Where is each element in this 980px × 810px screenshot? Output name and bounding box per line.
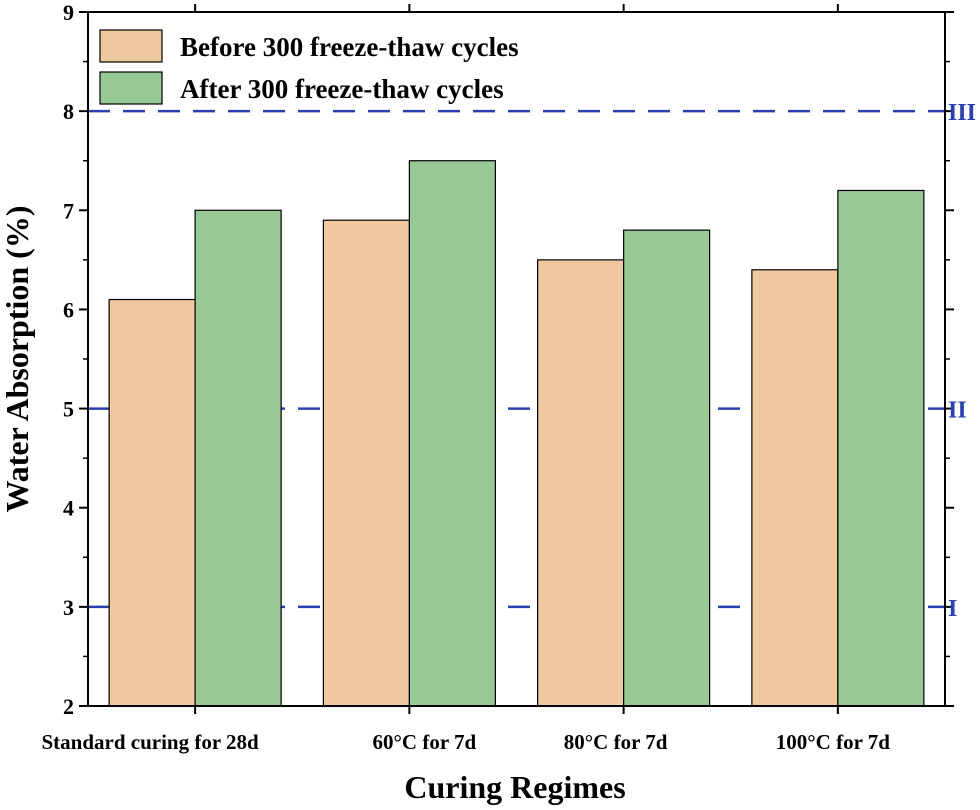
y-tick-label: 4: [63, 496, 74, 521]
x-tick-label: 60°C for 7d: [373, 730, 477, 754]
y-tick-label: 2: [63, 694, 74, 719]
y-tick-label: 3: [63, 595, 74, 620]
x-tick-label: 100°C for 7d: [776, 730, 890, 754]
x-tick-label: Standard curing for 28d: [42, 730, 260, 754]
y-tick-label: 5: [63, 397, 74, 422]
bar-after: [837, 189, 925, 707]
reference-label: I: [948, 596, 957, 622]
bar-after: [408, 160, 496, 707]
legend: Before 300 freeze-thaw cycles After 300 …: [99, 29, 519, 105]
bar-after: [623, 229, 711, 707]
y-tick-label: 7: [63, 198, 74, 223]
bar-before: [751, 269, 839, 707]
x-axis-title: Curing Regimes: [404, 769, 625, 805]
y-ticks: 2 3 4 5 6 7 8 9: [63, 0, 954, 719]
x-tick-label: 80°C for 7d: [564, 730, 668, 754]
legend-label-after: After 300 freeze-thaw cycles: [180, 74, 504, 104]
x-ticks: Standard curing for 28d 60°C for 7d 80°C f…: [42, 4, 890, 754]
legend-swatch-before: [99, 29, 163, 63]
reference-label: II: [948, 398, 967, 424]
bar-before: [322, 219, 410, 707]
reference-label: III: [948, 100, 976, 126]
y-tick-label: 8: [63, 99, 74, 124]
legend-swatch-after: [99, 71, 163, 105]
y-tick-label: 9: [63, 0, 74, 25]
bar-before: [108, 298, 196, 707]
bars: [108, 160, 925, 707]
bar-after: [194, 209, 282, 707]
y-axis-title: Water Absorption (%): [0, 206, 35, 513]
bar-before: [537, 259, 625, 707]
y-tick-label: 6: [63, 297, 74, 322]
legend-label-before: Before 300 freeze-thaw cycles: [180, 32, 519, 62]
